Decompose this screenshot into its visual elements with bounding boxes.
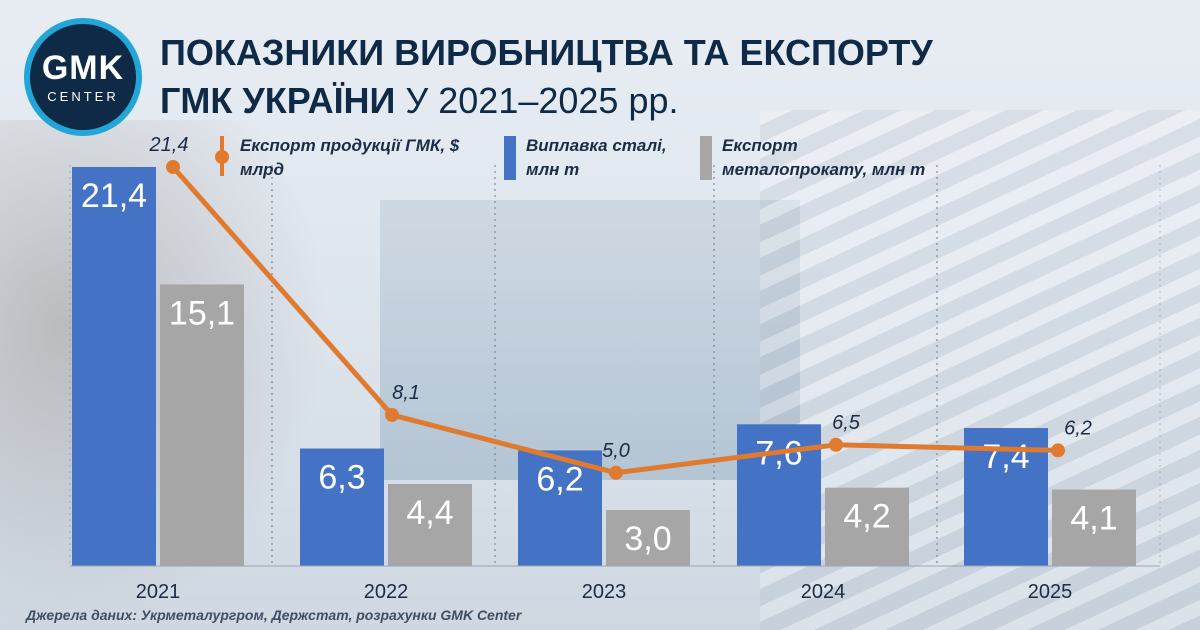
export-label-2024: 6,5 [832, 412, 861, 434]
label-rolled-2023: 3,0 [624, 520, 671, 558]
tick-label-2021: 2021 [136, 581, 181, 603]
export-label-2023: 5,0 [602, 440, 630, 462]
gmk-center-logo: GMK CENTER [24, 18, 142, 136]
legend-steel-line2: млн т [526, 160, 580, 179]
bar-rolled-2024 [825, 487, 909, 566]
legend-blue-swatch [504, 136, 516, 180]
bar-rolled-2022 [388, 483, 472, 566]
legend-grey-swatch [700, 136, 712, 180]
legend-rolled-line1: Експорт [722, 136, 798, 155]
legend-steel-smelting: Виплавка сталі, млн т [504, 134, 704, 182]
page-title-line2: ГМК УКРАЇНИ У 2021–2025 рр. [160, 80, 679, 122]
page-title-bold: ГМК УКРАЇНИ [160, 80, 396, 121]
export-point-2021 [166, 160, 180, 174]
source-note: Джерела даних: Укрметалургром, Держстат,… [26, 607, 522, 623]
legend-export-products-line1: Експорт продукції ГМК, $ [240, 136, 460, 155]
label-rolled-2024: 4,2 [843, 498, 890, 536]
label-rolled-2022: 4,4 [406, 494, 453, 532]
background-photo-port [380, 200, 800, 480]
legend-export-products-line2: млрд [240, 160, 285, 179]
legend-steel-line1: Виплавка сталі, [526, 136, 667, 155]
label-steel-2022: 6,3 [318, 459, 365, 497]
tick-label-2025: 2025 [1028, 581, 1073, 603]
export-label-2025: 6,2 [1064, 417, 1092, 439]
export-point-2024 [829, 437, 843, 452]
bar-rolled-2025 [1052, 489, 1136, 566]
label-rolled-2021: 15,1 [169, 294, 235, 332]
export-line [171, 165, 1059, 476]
label-steel-2021: 21,4 [81, 177, 147, 215]
export-point-2025 [1051, 443, 1065, 458]
page-title-rest: У 2021–2025 рр. [395, 80, 679, 121]
page-title-line1: ПОКАЗНИКИ ВИРОБНИЦТВА ТА ЕКСПОРТУ [160, 32, 933, 73]
bar-rolled-2023 [606, 510, 690, 566]
bar-rolled-2021 [160, 284, 244, 566]
tick-label-2022: 2022 [364, 581, 409, 603]
bar-steel-2022 [300, 448, 384, 566]
export-label-2021: 21,4 [149, 134, 189, 156]
legend-rolled-export: Експорт металопрокату, млн т [700, 134, 980, 182]
label-rolled-2025: 4,1 [1070, 500, 1117, 538]
bar-steel-2023 [518, 450, 602, 566]
export-point-2023 [609, 465, 623, 480]
export-label-2022: 8,1 [392, 382, 420, 404]
logo-sub-text: CENTER [47, 88, 119, 104]
logo-main-text: GMK [41, 48, 125, 87]
label-steel-2023: 6,2 [536, 460, 583, 498]
legend-export-products: Експорт продукції ГМК, $ млрд [214, 134, 504, 182]
label-steel-2025: 7,4 [982, 438, 1029, 476]
export-point-2022 [385, 407, 399, 422]
tick-label-2023: 2023 [582, 581, 627, 603]
legend-line-marker-icon [214, 134, 230, 178]
tick-label-2024: 2024 [801, 581, 846, 603]
legend-rolled-line2: металопрокату, млн т [722, 160, 926, 179]
bar-steel-2021 [72, 167, 156, 566]
